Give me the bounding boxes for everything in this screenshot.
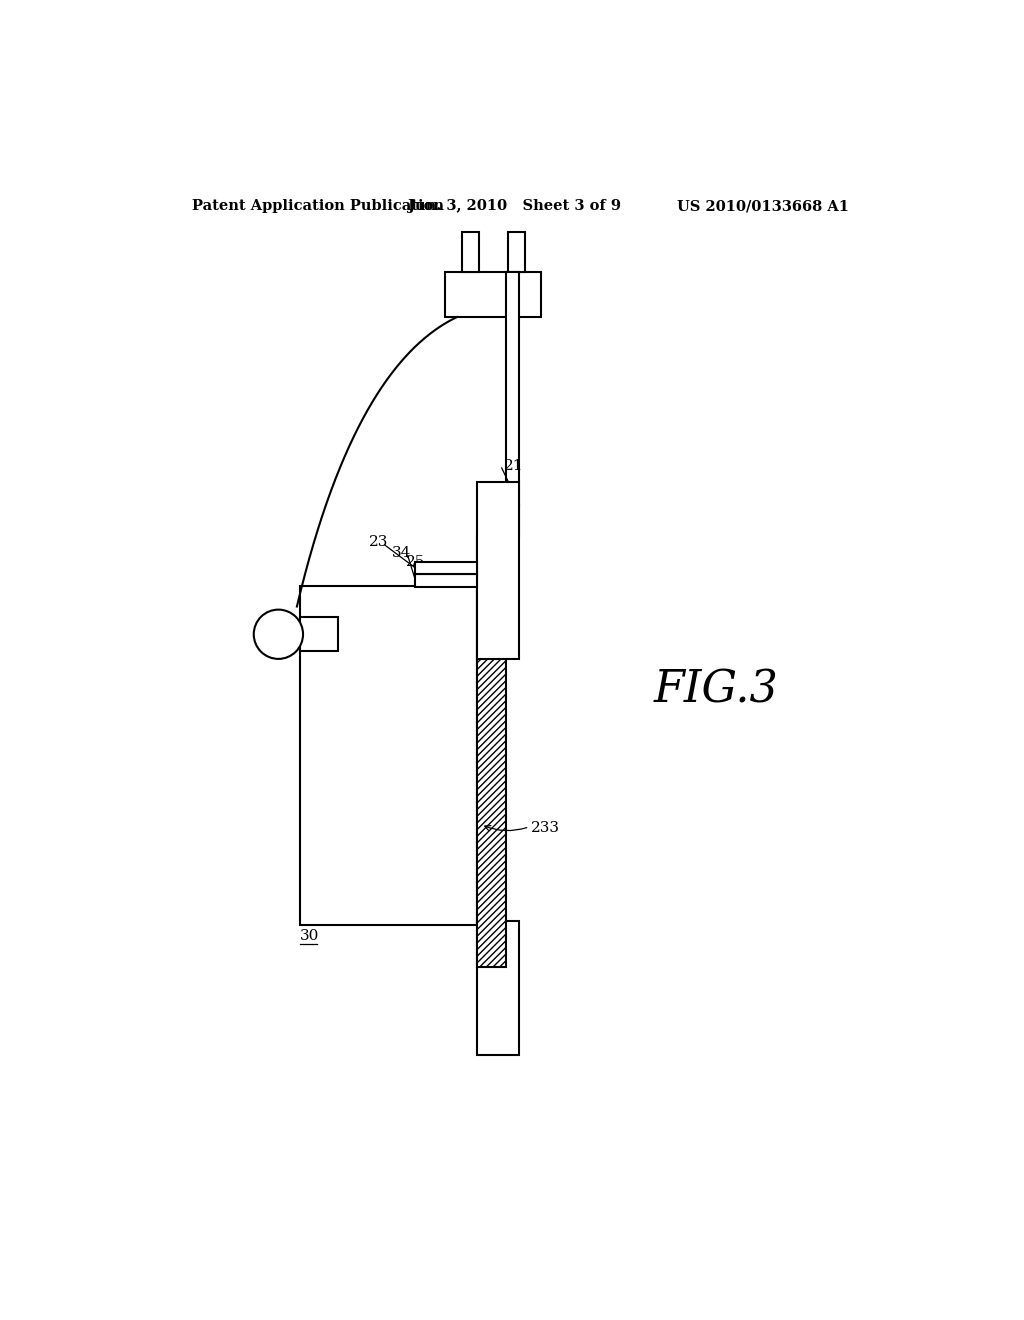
- Text: Jun. 3, 2010   Sheet 3 of 9: Jun. 3, 2010 Sheet 3 of 9: [408, 199, 621, 213]
- Text: 34: 34: [392, 545, 412, 560]
- Bar: [444, 272, 541, 317]
- Bar: [477, 482, 519, 659]
- Bar: [477, 536, 506, 966]
- Bar: [506, 272, 519, 536]
- Bar: [416, 562, 477, 574]
- Bar: [300, 618, 339, 651]
- Bar: [462, 232, 478, 272]
- Circle shape: [254, 610, 303, 659]
- Text: Patent Application Publication: Patent Application Publication: [193, 199, 444, 213]
- Bar: [416, 574, 477, 586]
- Text: 23: 23: [370, 535, 389, 549]
- Text: 21: 21: [504, 459, 523, 474]
- Text: US 2010/0133668 A1: US 2010/0133668 A1: [677, 199, 849, 213]
- Text: FIG.3: FIG.3: [654, 668, 779, 711]
- Text: 30: 30: [300, 929, 319, 942]
- Bar: [477, 921, 519, 1056]
- Bar: [508, 232, 525, 272]
- Bar: [300, 586, 477, 924]
- Text: 233: 233: [531, 821, 560, 836]
- Text: 25: 25: [407, 554, 426, 569]
